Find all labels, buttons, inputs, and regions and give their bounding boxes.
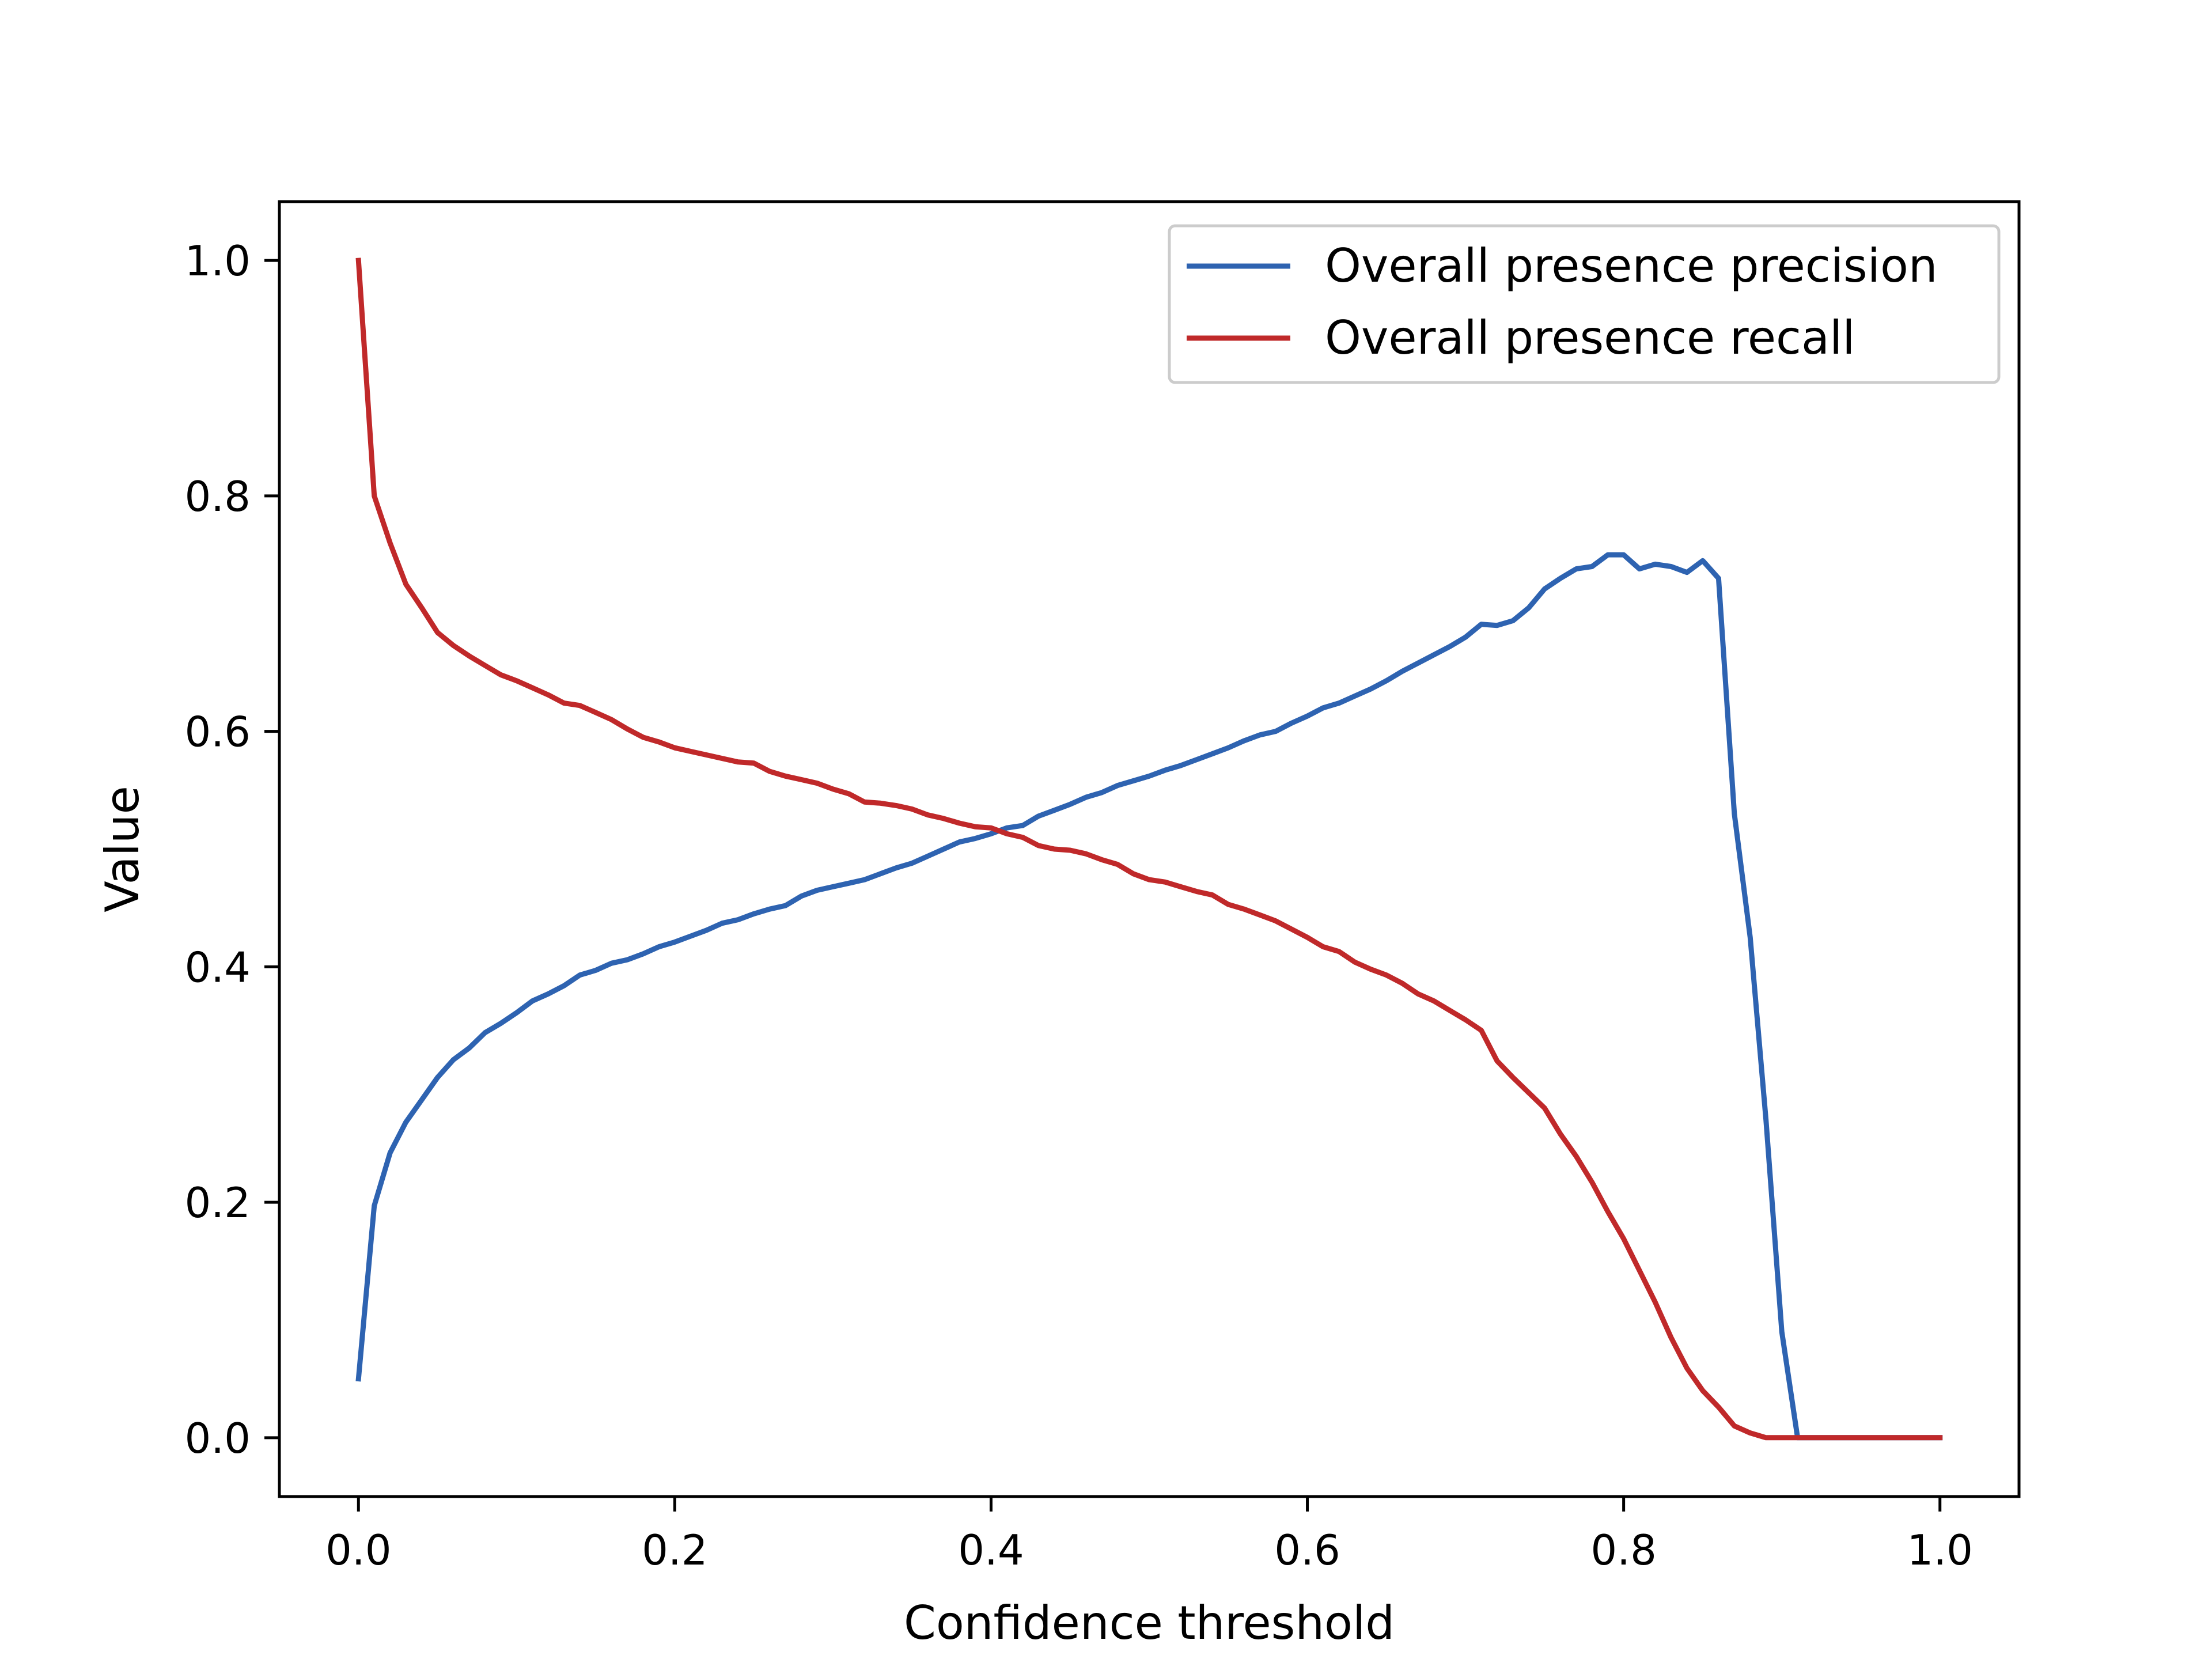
y-tick-label: 0.8 xyxy=(184,472,251,521)
y-tick-label: 1.0 xyxy=(184,237,251,285)
y-tick-label: 0.0 xyxy=(184,1414,251,1463)
legend-frame xyxy=(1168,224,2001,384)
series-line-precision xyxy=(355,552,1943,1441)
y-tick-label: 0.4 xyxy=(184,943,251,991)
plot-area-frame xyxy=(278,200,2021,1498)
x-axis-label: Confidence threshold xyxy=(904,1596,1395,1650)
x-tick-label: 1.0 xyxy=(1907,1526,1973,1574)
series-line-recall xyxy=(355,257,1943,1441)
legend: Overall presence precision Overall presen… xyxy=(1168,224,2001,384)
series-layer xyxy=(355,257,1943,1441)
tick-layer: 0.0 0.2 0.4 0.6 0.8 1.0 0.0 0.2 0.4 0.6 0.8 1.0 xyxy=(184,237,1973,1574)
legend-label: Overall presence precision xyxy=(1325,239,1938,293)
y-tick-label: 0.2 xyxy=(184,1179,251,1227)
y-axis-label: Value xyxy=(96,786,149,912)
x-tick-label: 0.8 xyxy=(1590,1526,1657,1574)
legend-label: Overall presence recall xyxy=(1325,311,1855,365)
x-tick-label: 0.6 xyxy=(1274,1526,1340,1574)
x-tick-label: 0.4 xyxy=(958,1526,1024,1574)
x-tick-label: 0.2 xyxy=(642,1526,708,1574)
y-tick-label: 0.6 xyxy=(184,708,251,756)
x-tick-label: 0.0 xyxy=(325,1526,392,1574)
